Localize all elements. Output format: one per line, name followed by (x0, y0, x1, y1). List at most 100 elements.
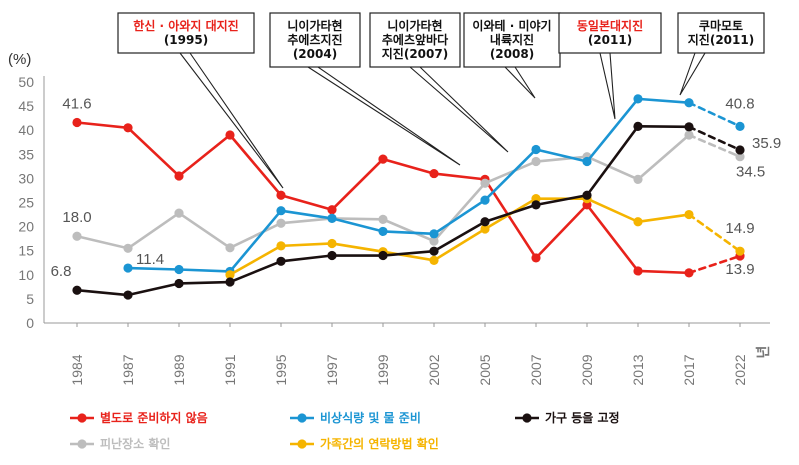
series-segment (432, 220, 487, 253)
legend-swatch-marker (297, 413, 307, 423)
y-tick-label: 35 (18, 146, 34, 162)
y-tick-label: 30 (18, 170, 34, 186)
annotation-leader (408, 66, 509, 153)
annotation-frame (558, 12, 662, 54)
x-tick-label: 1984 (69, 354, 85, 385)
x-tick-label: 1989 (171, 354, 187, 385)
data-point (531, 144, 541, 155)
series-segment (126, 211, 181, 250)
series-segment (585, 197, 640, 224)
data-point (531, 156, 541, 167)
data-point (582, 156, 592, 167)
series-segment (636, 133, 691, 181)
series-segment (75, 288, 130, 297)
series-segment (330, 217, 385, 233)
series-segment (279, 242, 334, 248)
data-point (429, 255, 439, 265)
series-segment (432, 181, 487, 243)
data-point (225, 270, 235, 280)
series-segment (279, 209, 334, 220)
legend-label: 피난장소 확인 (100, 436, 170, 451)
data-point (378, 154, 388, 164)
data-point (429, 246, 439, 256)
data-point (531, 253, 541, 263)
series-1 (72, 130, 745, 253)
y-tick-label: 25 (18, 195, 34, 211)
data-point (225, 243, 235, 253)
series-segment (177, 280, 232, 285)
legend-label: 별도로 준비하지 않음 (100, 410, 208, 425)
data-point (327, 213, 337, 224)
legend-item: 피난장소 확인 (70, 436, 170, 451)
data-label: 40.8 (725, 95, 754, 112)
annotation-text: (2008) (490, 47, 534, 61)
data-point (174, 208, 184, 218)
data-point (633, 94, 643, 104)
data-point (480, 195, 490, 205)
series-segment (534, 193, 589, 207)
series-segment (381, 249, 436, 257)
legend-item: 비상식량 및 물 준비 (290, 410, 421, 425)
y-tick-label: 5 (26, 291, 34, 307)
y-tick-label: 20 (18, 219, 34, 235)
series-segment (279, 254, 334, 263)
data-point (123, 123, 133, 133)
annotation-text: 추에츠지진 (287, 32, 342, 47)
data-point (276, 190, 286, 200)
series-segment (126, 126, 181, 178)
legend-item: 별도로 준비하지 않음 (70, 410, 208, 425)
series-segment (585, 125, 640, 197)
data-label: 18.0 (62, 209, 91, 226)
data-point (684, 122, 694, 132)
x-tick-label: 1991 (222, 354, 238, 385)
series-segment (381, 157, 436, 175)
annotation-text: 내륙지진 (490, 32, 534, 47)
annotation-text: 추에츠앞바다 (382, 32, 448, 47)
series-segment (381, 230, 436, 236)
series-segment (330, 157, 385, 212)
y-tick-label: 0 (26, 315, 34, 331)
data-point (684, 209, 694, 220)
data-label: 6.8 (51, 263, 72, 280)
x-unit-label: 년 (755, 346, 771, 359)
data-point (429, 229, 439, 239)
data-point (327, 250, 337, 261)
data-point (276, 206, 286, 216)
annotation-frame (677, 12, 765, 54)
series-2 (123, 94, 745, 277)
series-segment (483, 148, 538, 202)
x-tick-label: 2002 (426, 354, 442, 385)
data-label: 35.9 (752, 135, 781, 152)
annotation-text: 동일본대지진 (577, 18, 643, 33)
data-point (327, 238, 337, 249)
data-point (633, 217, 643, 227)
annotation-frame (463, 12, 561, 68)
series-segment (636, 97, 691, 105)
series-segment (381, 218, 436, 243)
data-point (429, 168, 439, 179)
x-tick-label: 1997 (324, 354, 340, 385)
series-segment (687, 133, 742, 159)
annotation-leader (679, 52, 706, 96)
data-point (735, 121, 745, 131)
series-segment (126, 282, 181, 297)
series-segment (432, 172, 487, 181)
series-segment (228, 133, 283, 197)
series-segment (687, 213, 742, 253)
legend-label: 가구 등을 고정 (545, 410, 620, 425)
annotation-text: 쿠마모토 (699, 18, 743, 33)
data-point (480, 217, 490, 227)
chart-annotations: 한신 · 아와지 대지진(1995)니이가타현추에츠지진(2004)니이가타현추… (117, 12, 765, 68)
data-point (327, 205, 337, 215)
annotation-text: (2011) (588, 33, 632, 47)
data-point (72, 117, 82, 128)
legend-item: 가구 등을 고정 (515, 410, 620, 425)
series-segment (687, 101, 742, 128)
data-point (378, 250, 388, 261)
series-segment (636, 213, 691, 224)
